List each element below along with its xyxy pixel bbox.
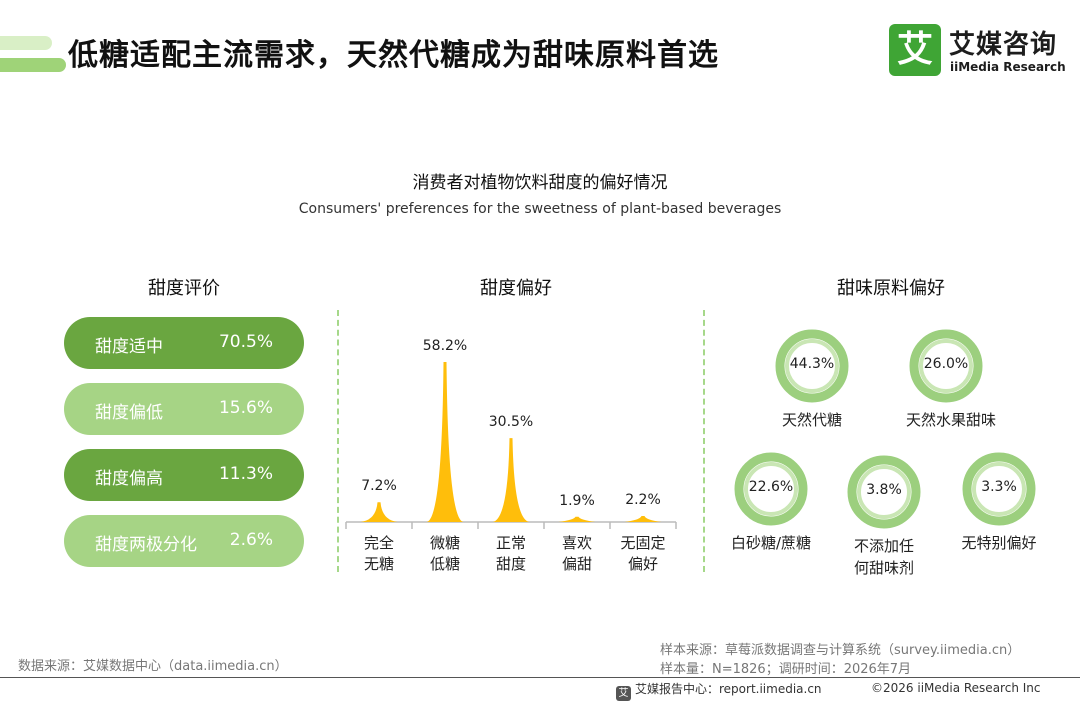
ingredient-section-title: 甜味原料偏好 [837,278,945,299]
logo-chinese-name: 艾媒咨询 [949,30,1058,60]
bar-value-label: 2.2% [625,492,661,508]
sample-info: 样本来源：草莓派数据调查与计算系统（survey.iimedia.cn） 样本量… [660,641,1020,679]
rating-label: 甜度适中 [95,337,163,357]
ring-no-sweetener: 3.8% [847,455,921,529]
category-label: 无糖 [364,555,394,573]
bar-spike [426,361,464,522]
chart-title-chinese: 消费者对植物饮料甜度的偏好情况 [412,173,668,193]
ring-label-line: 何甜味剂 [853,559,914,577]
ring-fruit-sweetness: 26.0% [909,329,983,403]
ring-label: 天然水果甜味 [905,411,996,429]
ring-label: 白砂糖/蔗糖 [730,534,812,552]
bar-value-label: 1.9% [559,493,595,509]
category-label: 微糖 [430,534,460,552]
bar-spike [558,516,596,522]
title-decoration [0,36,66,76]
ring-percent: 22.6% [748,479,794,495]
rating-label: 甜度偏低 [95,403,163,423]
rating-label: 甜度两极分化 [95,535,197,555]
page-title: 低糖适配主流需求，天然代糖成为甜味原料首选 [68,38,719,73]
chart-title-english: Consumers' preferences for the sweetness… [298,201,782,217]
rating-pill-high: 甜度偏高 11.3% [64,449,304,501]
ring-natural-sweetener: 44.3% [775,329,849,403]
preference-section-title: 甜度偏好 [480,278,552,299]
report-center-text: 艾媒报告中心：report.iimedia.cn [635,682,822,696]
report-center: 艾艾媒报告中心：report.iimedia.cn [616,680,822,701]
rating-value: 11.3% [218,464,273,484]
rating-pill-low: 甜度偏低 15.6% [64,383,304,435]
sample-size: 样本量：N=1826；调研时间：2026年7月 [660,662,912,677]
bar-value-label: 7.2% [361,478,397,494]
ring-label: 无特别偏好 [961,534,1037,552]
ring-label-no-sweetener: 不添加任 何甜味剂 [824,535,944,579]
category-label: 甜度 [496,555,526,573]
footer-divider [0,677,1080,678]
divider-right [703,310,705,572]
iimedia-logo: 艾 艾媒咨询 iiMedia Research [889,24,1069,78]
copyright: ©2026 iiMedia Research Inc [871,681,1041,695]
category-label: 无固定 [620,534,665,552]
logo-english-name: iiMedia Research [950,60,1066,74]
rating-value: 70.5% [218,332,273,352]
sweetness-preference-chart: 7.2% 完全无糖 58.2% 微糖低糖 30.5% 正常甜度 1.9% 喜欢偏甜 2.2% 无固… [336,318,696,578]
rating-label: 甜度偏高 [95,469,163,489]
ring-no-preference: 3.3% [962,452,1036,526]
rating-value: 15.6% [218,398,273,418]
rating-value: 2.6% [229,530,273,550]
category-label: 完全 [364,534,394,552]
category-label: 低糖 [430,555,460,573]
rating-section-title: 甜度评价 [148,278,220,299]
category-label: 喜欢 [562,534,592,552]
bar-spike [360,502,398,522]
category-label: 正常 [496,534,526,552]
logo-mark-icon: 艾 [889,24,941,76]
bar-value-label: 30.5% [489,414,533,430]
report-center-icon: 艾 [616,686,631,701]
ring-cane-sugar: 22.6% [734,452,808,526]
ring-label: 天然代糖 [781,411,842,429]
bar-spike [492,438,530,522]
data-source: 数据来源：艾媒数据中心（data.iimedia.cn） [18,659,288,674]
bar-spike [624,515,662,522]
ring-percent: 3.8% [866,482,902,498]
divider-left [337,310,339,572]
ring-label-line: 不添加任 [853,537,914,555]
category-label: 偏甜 [562,555,592,573]
rating-pill-polarized: 甜度两极分化 2.6% [64,515,304,567]
bar-value-label: 58.2% [423,338,467,354]
ring-percent: 26.0% [923,356,969,372]
category-label: 偏好 [628,555,658,573]
rating-pill-moderate: 甜度适中 70.5% [64,317,304,369]
sample-source: 样本来源：草莓派数据调查与计算系统（survey.iimedia.cn） [660,643,1021,658]
ring-percent: 3.3% [981,479,1017,495]
ring-percent: 44.3% [789,356,835,372]
